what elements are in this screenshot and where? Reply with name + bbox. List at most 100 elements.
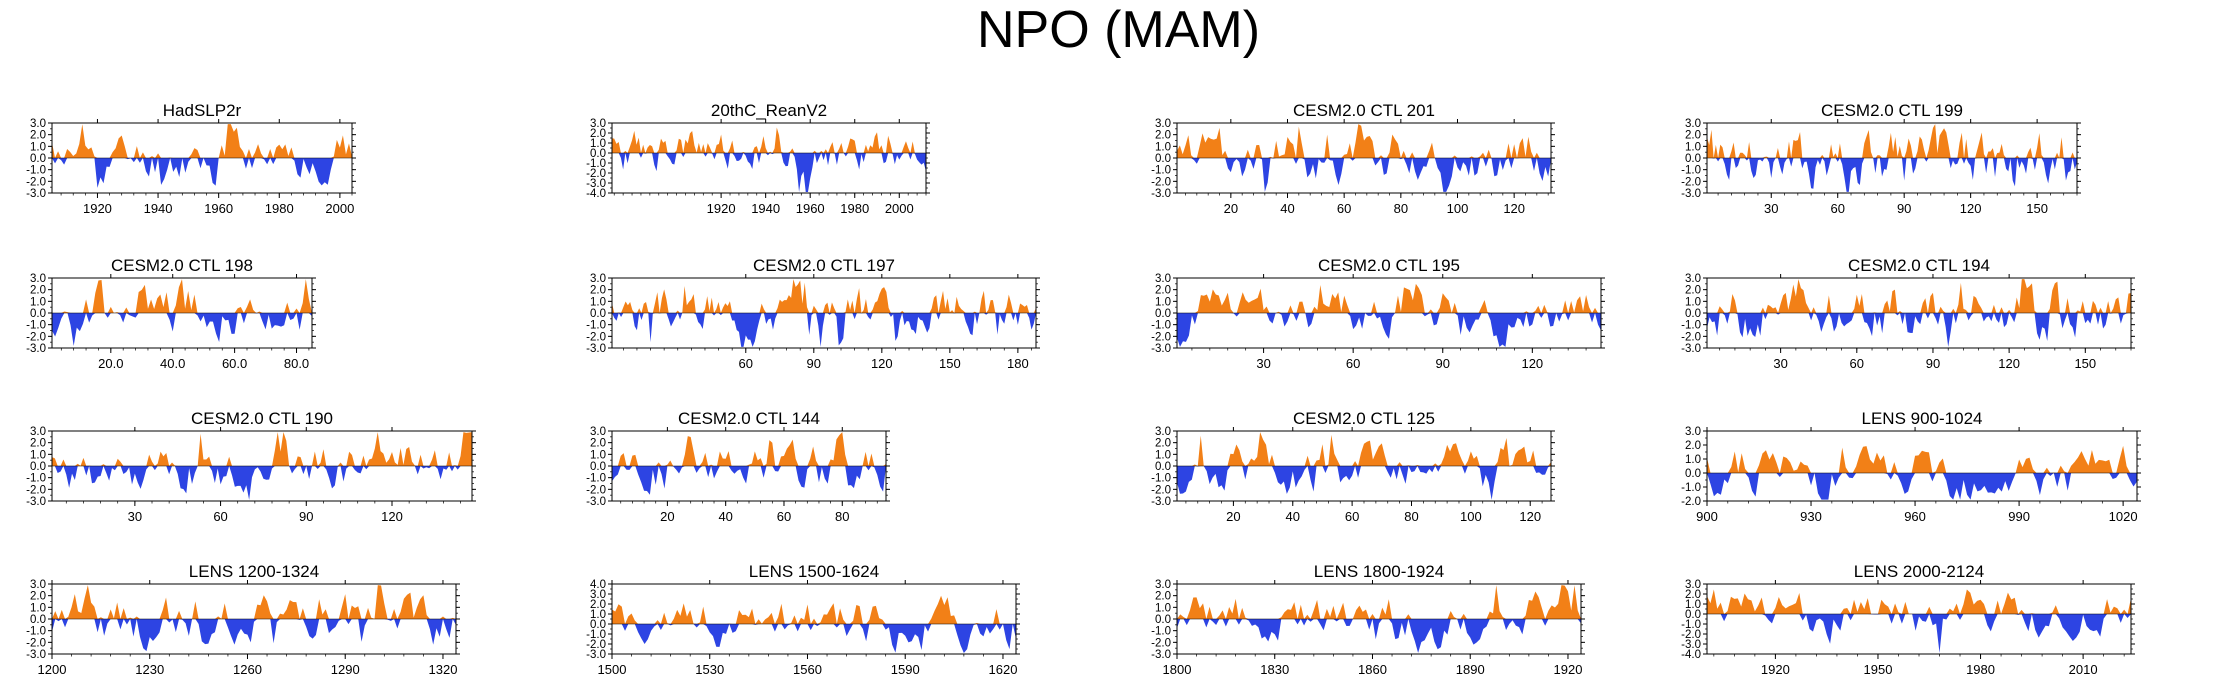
- y-tick-label: -2.0: [1151, 176, 1171, 188]
- y-tick-label: 3.0: [30, 118, 46, 130]
- y-tick-label: -1.0: [1681, 619, 1701, 631]
- y-tick-label: 2.0: [590, 599, 606, 611]
- y-tick-label: 0.0: [590, 619, 606, 631]
- x-tick-label: 60: [1830, 201, 1844, 216]
- y-tick-label: -3.0: [586, 343, 606, 355]
- y-tick-label: 1.0: [30, 141, 46, 153]
- y-tick-label: -2.0: [586, 168, 606, 180]
- y-tick-label: 3.0: [1155, 273, 1171, 285]
- y-tick-label: 3.0: [590, 589, 606, 601]
- y-tick-label: -2.0: [1681, 331, 1701, 343]
- x-tick-label: 150: [2074, 356, 2096, 371]
- chart-panel: CESM2.0 CTL 201 3.02.01.00.0-1.0-2.0-3.0 2…: [1151, 101, 1555, 216]
- y-tick-label: -3.0: [26, 343, 46, 355]
- y-tick-label: -2.0: [26, 331, 46, 343]
- y-tick-label: 3.0: [590, 426, 606, 438]
- y-tick-label: -2.0: [586, 484, 606, 496]
- x-tick-label: 90: [1926, 356, 1940, 371]
- y-tick-label: -3.0: [586, 178, 606, 190]
- y-tick-label: 1.0: [1155, 449, 1171, 461]
- chart-panel: CESM2.0 CTL 195 3.02.01.00.0-1.0-2.0-3.0 3…: [1151, 256, 1605, 371]
- y-tick-label: 1.0: [1155, 602, 1171, 614]
- x-tick-label: 1620: [989, 662, 1018, 677]
- chart-title: LENS 900-1024: [1862, 409, 1983, 428]
- y-tick-label: -2.0: [586, 331, 606, 343]
- positive-area: [1707, 589, 2131, 614]
- y-tick-label: -1.0: [586, 320, 606, 332]
- y-tick-label: 2.0: [590, 438, 606, 450]
- y-tick-label: 3.0: [1155, 426, 1171, 438]
- x-tick-label: 1980: [265, 201, 294, 216]
- chart-panel: LENS 1200-13243.02.01.00.0-1.0-2.0-3.012…: [26, 562, 460, 677]
- x-tick-label: 80: [835, 509, 849, 524]
- plot-frame: [611, 122, 927, 194]
- y-tick-label: 0.0: [1155, 308, 1171, 320]
- chart-title: CESM2.0 CTL 190: [191, 409, 333, 428]
- negative-area: [1720, 614, 2131, 653]
- x-tick-label: 100: [1447, 201, 1469, 216]
- y-tick-label: -1.0: [1681, 320, 1701, 332]
- y-tick-label: 0.0: [590, 308, 606, 320]
- x-tick-label: 120: [1960, 201, 1982, 216]
- chart-panel: LENS 1800-19243.02.01.00.0-1.0-2.0-3.018…: [1151, 562, 1585, 677]
- y-tick-label: 2.0: [30, 285, 46, 297]
- x-tick-label: 1960: [204, 201, 233, 216]
- x-tick-label: 120: [871, 356, 893, 371]
- positive-area: [1717, 279, 2131, 313]
- negative-area: [52, 158, 334, 188]
- negative-area: [1707, 473, 2137, 500]
- y-tick-label: 1.0: [1685, 296, 1701, 308]
- x-tick-label: 40: [1286, 509, 1300, 524]
- y-tick-label: -2.0: [586, 639, 606, 651]
- y-tick-label: 0.0: [30, 461, 46, 473]
- y-tick-label: 1.0: [30, 449, 46, 461]
- negative-area: [52, 619, 456, 652]
- y-tick-label: 2.0: [1155, 438, 1171, 450]
- x-tick-label: 120: [1503, 201, 1525, 216]
- y-tick-label: -2.0: [1151, 484, 1171, 496]
- chart-panel: CESM2.0 CTL 194 3.02.01.00.0-1.0-2.0-3.0 3…: [1681, 256, 2135, 371]
- x-tick-label: 990: [2008, 509, 2030, 524]
- y-tick-label: 2.0: [30, 130, 46, 142]
- x-tick-label: 1800: [1163, 662, 1192, 677]
- x-tick-label: 60: [1850, 356, 1864, 371]
- y-tick-label: 4.0: [590, 579, 606, 591]
- y-tick-label: -1.0: [1151, 320, 1171, 332]
- y-tick-label: 2.0: [590, 128, 606, 140]
- y-tick-label: -3.0: [1681, 188, 1701, 200]
- y-tick-label: 1.0: [1685, 599, 1701, 611]
- y-tick-label: -1.0: [1681, 482, 1701, 494]
- y-tick-label: 0.0: [30, 153, 46, 165]
- y-tick-label: 0.0: [30, 614, 46, 626]
- chart-panel: CESM2.0 CTL 125 3.02.01.00.0-1.0-2.0-3.0 2…: [1151, 409, 1555, 524]
- x-tick-label: 1530: [695, 662, 724, 677]
- x-tick-label: 1020: [2109, 509, 2138, 524]
- y-tick-label: 1.0: [590, 296, 606, 308]
- x-tick-label: 120: [1998, 356, 2020, 371]
- y-tick-label: 0.0: [1155, 614, 1171, 626]
- y-tick-label: 2.0: [1155, 591, 1171, 603]
- y-tick-label: -2.0: [26, 484, 46, 496]
- y-tick-label: -3.0: [1151, 649, 1171, 661]
- x-tick-label: 2000: [885, 201, 914, 216]
- positive-area: [61, 279, 312, 313]
- y-tick-label: 2.0: [30, 438, 46, 450]
- x-tick-label: 20: [1224, 201, 1238, 216]
- y-tick-label: 2.0: [1685, 440, 1701, 452]
- x-tick-label: 40: [718, 509, 732, 524]
- chart-title: HadSLP2r: [163, 101, 242, 120]
- y-tick-label: 0.0: [1685, 153, 1701, 165]
- y-tick-label: -3.0: [1681, 343, 1701, 355]
- y-tick-label: -1.0: [26, 626, 46, 638]
- chart-panel: CESM2.0 CTL 190 3.02.01.00.0-1.0-2.0-3.0 3…: [26, 409, 476, 524]
- x-tick-label: 930: [1800, 509, 1822, 524]
- y-tick-label: 3.0: [30, 426, 46, 438]
- chart-panel: 20thC_ReanV2 3.02.01.00.0-1.0-2.0-3.0-4.0…: [586, 101, 930, 216]
- x-tick-label: 60: [739, 356, 753, 371]
- y-tick-label: -4.0: [586, 188, 606, 200]
- negative-area: [612, 313, 1036, 347]
- x-tick-label: 80: [1404, 509, 1418, 524]
- x-tick-label: 1260: [233, 662, 262, 677]
